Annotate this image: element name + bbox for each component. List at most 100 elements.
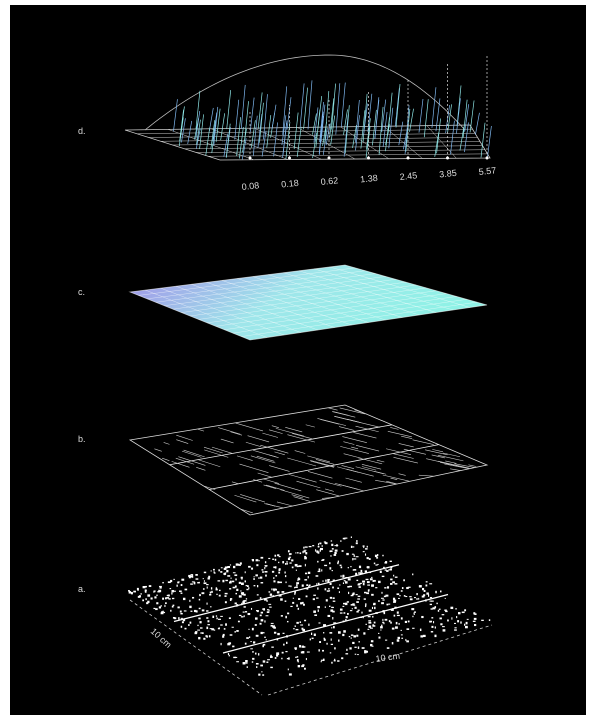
point: [485, 156, 489, 160]
speck: [393, 601, 396, 603]
vector: [394, 88, 400, 127]
speck: [327, 578, 330, 581]
speck: [377, 563, 379, 566]
speck: [429, 620, 433, 623]
speck: [288, 553, 291, 556]
speck: [232, 565, 236, 569]
speck: [304, 667, 306, 670]
speck: [343, 612, 346, 614]
fracture-line: [334, 416, 349, 421]
fracture-line: [293, 496, 311, 502]
vector: [187, 120, 193, 144]
speck: [286, 620, 289, 623]
fracture-line: [256, 455, 275, 462]
fracture-line: [425, 449, 448, 456]
speck: [224, 592, 228, 595]
speck: [255, 610, 259, 612]
vector: [445, 105, 450, 134]
fracture-line: [287, 457, 317, 467]
speck: [473, 612, 476, 615]
grid-line: [215, 293, 447, 327]
speck: [343, 602, 346, 605]
speck: [187, 624, 190, 626]
speck: [179, 610, 182, 613]
speck: [442, 626, 445, 628]
speck: [365, 578, 369, 581]
speck: [305, 595, 308, 598]
speck: [222, 579, 225, 583]
speck: [297, 579, 299, 582]
speck: [203, 571, 207, 574]
speck: [244, 642, 247, 645]
artwork: [124, 54, 493, 696]
fracture-line: [294, 450, 306, 454]
fracture-line: [240, 494, 266, 503]
speck: [368, 609, 372, 612]
speck: [385, 594, 389, 597]
speck: [248, 587, 250, 590]
speck: [170, 609, 172, 612]
fracture-line: [437, 454, 464, 462]
fracture-line: [393, 456, 418, 464]
speck: [317, 545, 320, 548]
speck: [418, 597, 420, 600]
speck: [256, 666, 258, 668]
speck: [274, 657, 277, 659]
speck: [362, 545, 365, 547]
speck: [272, 558, 275, 560]
fracture-line: [412, 439, 434, 445]
point: [248, 156, 252, 160]
speck: [251, 627, 254, 631]
speck: [266, 599, 268, 602]
speck: [242, 601, 245, 604]
speck: [244, 571, 246, 574]
speck: [208, 635, 211, 638]
speck: [359, 582, 362, 584]
speck: [321, 559, 324, 561]
speck: [217, 580, 221, 582]
speck: [285, 615, 287, 619]
speck: [319, 641, 322, 643]
speck: [364, 570, 368, 573]
speck: [457, 612, 461, 615]
speck: [229, 580, 232, 583]
speck: [267, 659, 270, 661]
vector: [251, 120, 256, 148]
speck: [317, 551, 320, 554]
fracture-line: [203, 446, 223, 454]
speck: [317, 587, 319, 590]
fracture-line: [351, 446, 359, 450]
speck: [314, 614, 318, 616]
fracture-line: [288, 474, 317, 483]
speck: [215, 588, 218, 591]
fracture-line: [387, 430, 412, 438]
speck: [272, 594, 274, 597]
speck: [429, 597, 433, 599]
speck: [228, 654, 230, 657]
speck: [278, 571, 281, 574]
speck: [388, 603, 391, 605]
speck: [286, 641, 288, 644]
speck: [274, 558, 277, 561]
vector: [205, 127, 211, 156]
vector: [319, 101, 324, 143]
grid-line: [224, 296, 457, 330]
fracture-line: [204, 449, 229, 458]
speck: [239, 562, 242, 565]
speck: [363, 546, 365, 549]
speck: [276, 654, 279, 657]
speck: [409, 598, 413, 601]
speck: [366, 557, 369, 560]
speck: [242, 662, 246, 665]
speck: [392, 597, 396, 601]
speck: [390, 582, 393, 585]
speck: [368, 621, 372, 624]
vector: [252, 115, 258, 156]
speck: [238, 581, 241, 584]
speck: [407, 620, 410, 623]
speck: [345, 619, 347, 622]
speck: [207, 620, 210, 623]
speck: [382, 621, 384, 624]
speck: [303, 551, 306, 553]
speck: [145, 598, 147, 601]
